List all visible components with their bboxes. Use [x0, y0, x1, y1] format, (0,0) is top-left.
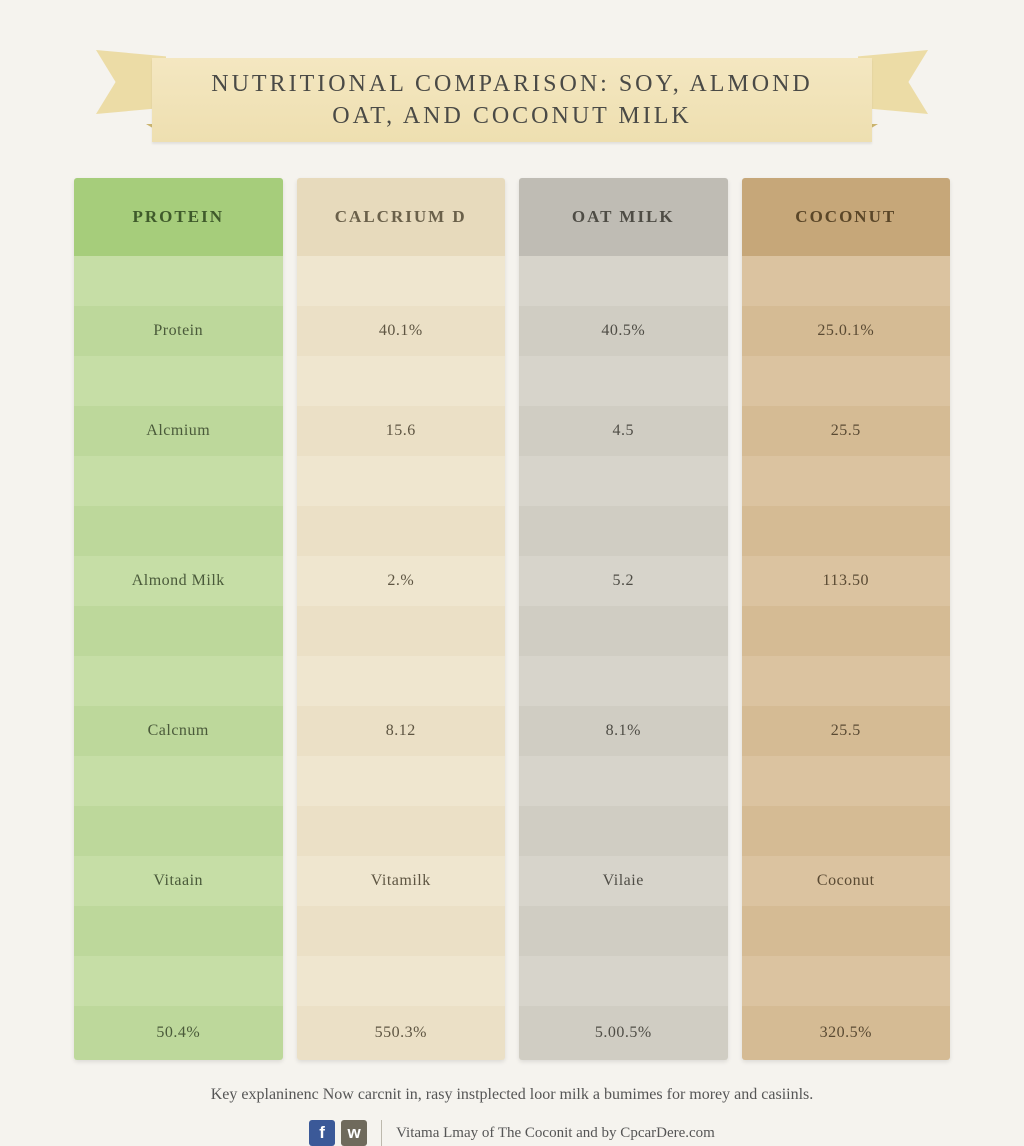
table-cell [297, 606, 506, 656]
table-cell: 50.4% [74, 1006, 283, 1060]
table-column: COCONUT 25.0.1% 25.5 113.50 25.5 Coconut 320.5… [742, 178, 951, 1060]
table-cell [742, 956, 951, 1006]
f-social-icon[interactable]: f [309, 1120, 335, 1146]
table-cell [297, 656, 506, 706]
column-header: PROTEIN [74, 178, 283, 256]
column-header: OAT MILK [519, 178, 728, 256]
page-title: NUTRITIONAL COMPARISON: SOY, ALMOND OAT,… [211, 68, 813, 133]
table-cell [742, 256, 951, 306]
column-header: COCONUT [742, 178, 951, 256]
w-social-icon[interactable]: w [341, 1120, 367, 1146]
table-cell [74, 506, 283, 556]
table-cell [297, 956, 506, 1006]
footer-note: Key explaninenc Now carcnit in, rasy ins… [70, 1086, 954, 1104]
table-cell [74, 906, 283, 956]
table-cell: 320.5% [742, 1006, 951, 1060]
table-cell [519, 956, 728, 1006]
table-cell: 5.2 [519, 556, 728, 606]
table-cell: 8.1% [519, 706, 728, 756]
table-cell [74, 956, 283, 1006]
table-cell [519, 906, 728, 956]
table-cell [519, 756, 728, 806]
credits-row: fw Vitama Lmay of The Coconit and by Cpc… [70, 1120, 954, 1146]
ribbon-body: NUTRITIONAL COMPARISON: SOY, ALMOND OAT,… [152, 58, 872, 142]
table-cell [519, 456, 728, 506]
table-cell [74, 256, 283, 306]
table-cell [74, 656, 283, 706]
table-cell [74, 756, 283, 806]
infographic-page: NUTRITIONAL COMPARISON: SOY, ALMOND OAT,… [0, 0, 1024, 1024]
table-cell [742, 806, 951, 856]
table-cell [519, 506, 728, 556]
table-cell: 25.5 [742, 406, 951, 456]
table-cell: 8.12 [297, 706, 506, 756]
table-cell [742, 356, 951, 406]
table-cell [74, 356, 283, 406]
table-cell [74, 806, 283, 856]
table-column: OAT MILK 40.5% 4.5 5.2 8.1% Vilaie 5.00.5% [519, 178, 728, 1060]
table-cell [297, 256, 506, 306]
table-column: CALCRIUM D 40.1% 15.6 2.% 8.12 Vitamilk 550.3% [297, 178, 506, 1060]
title-ribbon: NUTRITIONAL COMPARISON: SOY, ALMOND OAT,… [102, 50, 922, 150]
table-cell [519, 256, 728, 306]
table-cell: 40.5% [519, 306, 728, 356]
table-cell [742, 606, 951, 656]
table-cell [74, 606, 283, 656]
table-cell [519, 606, 728, 656]
table-cell: Almond Milk [74, 556, 283, 606]
social-icons: fw [309, 1120, 367, 1146]
table-cell [519, 656, 728, 706]
table-cell: 113.50 [742, 556, 951, 606]
credits-text: Vitama Lmay of The Coconit and by CpcarD… [396, 1125, 715, 1142]
table-cell: 25.0.1% [742, 306, 951, 356]
table-cell [297, 906, 506, 956]
table-cell: Calcnum [74, 706, 283, 756]
table-cell: 5.00.5% [519, 1006, 728, 1060]
table-cell [742, 506, 951, 556]
table-cell [297, 356, 506, 406]
table-cell [74, 456, 283, 506]
table-column: PROTEIN Protein Alcmium Almond Milk Calcnum V… [74, 178, 283, 1060]
table-cell: Alcmium [74, 406, 283, 456]
table-cell: 25.5 [742, 706, 951, 756]
comparison-table: PROTEIN Protein Alcmium Almond Milk Calcnum V… [70, 178, 954, 1060]
table-cell: Coconut [742, 856, 951, 906]
table-cell [519, 356, 728, 406]
credit-separator [381, 1120, 382, 1146]
table-cell: 15.6 [297, 406, 506, 456]
table-cell [519, 806, 728, 856]
table-cell: 550.3% [297, 1006, 506, 1060]
table-cell: Vilaie [519, 856, 728, 906]
column-header: CALCRIUM D [297, 178, 506, 256]
table-cell [297, 506, 506, 556]
table-cell [742, 656, 951, 706]
table-cell [742, 906, 951, 956]
table-cell: 40.1% [297, 306, 506, 356]
table-cell: Vitamilk [297, 856, 506, 906]
table-cell: Protein [74, 306, 283, 356]
table-cell: Vitaain [74, 856, 283, 906]
table-cell [297, 806, 506, 856]
table-cell [297, 756, 506, 806]
table-cell: 2.% [297, 556, 506, 606]
table-cell: 4.5 [519, 406, 728, 456]
table-cell [742, 756, 951, 806]
table-cell [297, 456, 506, 506]
table-cell [742, 456, 951, 506]
